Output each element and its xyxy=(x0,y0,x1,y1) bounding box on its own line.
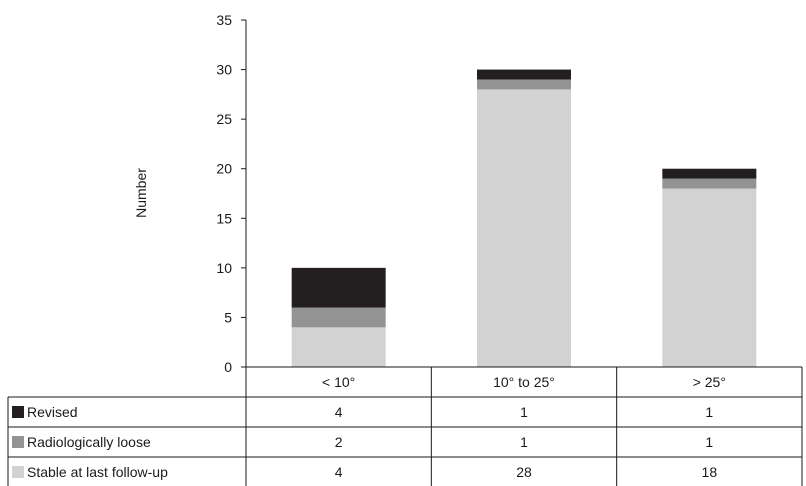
bar-segment-revised xyxy=(477,69,571,80)
bar-segment-stable-at-last-follow-up xyxy=(477,89,571,368)
legend-label: Radiologically loose xyxy=(27,434,151,450)
category-label: < 10° xyxy=(322,374,355,390)
y-tick-label: 25 xyxy=(216,111,232,127)
y-axis-ticks: 0 5 10 15 20 25 30 35 xyxy=(216,12,246,375)
bar-segment-stable-at-last-follow-up xyxy=(662,188,757,367)
legend-swatch xyxy=(12,406,24,418)
bar-segment-radiologically-loose xyxy=(662,178,757,189)
y-tick-label: 0 xyxy=(224,359,232,375)
bar-segment-revised xyxy=(291,267,386,308)
y-axis-label: Number xyxy=(133,168,149,218)
data-label: 1 xyxy=(520,434,528,450)
bar-segment-radiologically-loose xyxy=(291,307,386,328)
y-tick-label: 35 xyxy=(216,12,232,28)
legend-label: Stable at last follow-up xyxy=(27,464,168,480)
legend-label: Revised xyxy=(27,404,78,420)
data-label: 18 xyxy=(702,464,718,480)
bar-segment-stable-at-last-follow-up xyxy=(291,327,386,367)
bar-segment-revised xyxy=(662,168,757,179)
data-label: 1 xyxy=(520,404,528,420)
y-tick-label: 15 xyxy=(216,210,232,226)
y-tick-label: 30 xyxy=(216,62,232,78)
data-label: 28 xyxy=(516,464,532,480)
data-label: 1 xyxy=(705,434,713,450)
data-label: 2 xyxy=(335,434,343,450)
y-tick-label: 5 xyxy=(224,309,232,325)
legend-swatch xyxy=(12,466,24,478)
category-label: > 25° xyxy=(693,374,726,390)
category-label: 10° to 25° xyxy=(493,374,555,390)
bars-group xyxy=(291,69,757,368)
y-tick-label: 20 xyxy=(216,161,232,177)
bar-segment-radiologically-loose xyxy=(477,79,571,90)
data-label: 4 xyxy=(335,404,343,420)
legend-swatch xyxy=(12,436,24,448)
y-tick-label: 10 xyxy=(216,260,232,276)
data-label: 4 xyxy=(335,464,343,480)
data-label: 1 xyxy=(705,404,713,420)
data-table: < 10° 10° to 25° > 25° Revised 4 1 1 Radiologic… xyxy=(7,366,803,486)
